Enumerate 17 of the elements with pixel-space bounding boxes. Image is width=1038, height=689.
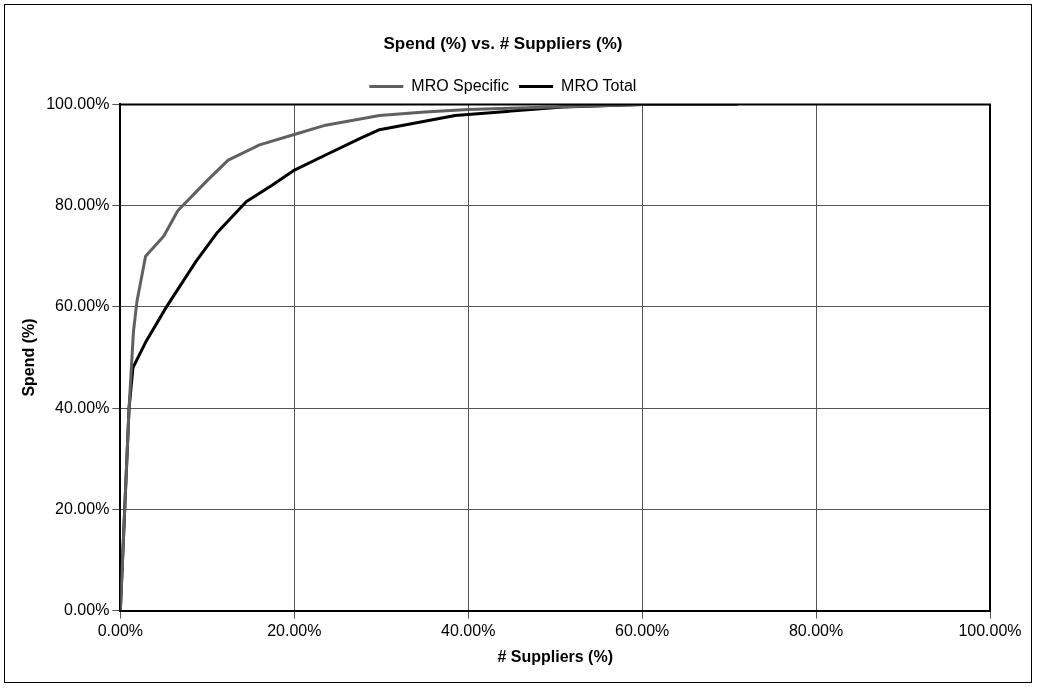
x-tick-label: 60.00% bbox=[615, 621, 670, 639]
y-tick-label: 60.00% bbox=[55, 297, 110, 315]
y-tick-label: 20.00% bbox=[55, 499, 110, 517]
x-axis-title: # Suppliers (%) bbox=[497, 647, 613, 665]
legend-label: MRO Total bbox=[561, 76, 637, 94]
y-tick-label: 40.00% bbox=[55, 398, 110, 416]
y-tick-label: 100.00% bbox=[46, 94, 110, 112]
y-tick-label: 80.00% bbox=[55, 196, 110, 214]
y-axis-title: Spend (%) bbox=[20, 318, 38, 397]
chart-title: Spend (%) vs. # Suppliers (%) bbox=[383, 33, 623, 53]
x-tick-label: 0.00% bbox=[97, 621, 144, 639]
y-tick-label: 0.00% bbox=[63, 601, 110, 619]
x-tick-label: 100.00% bbox=[958, 621, 1022, 639]
legend-label: MRO Specific bbox=[411, 76, 510, 94]
x-tick-label: 80.00% bbox=[788, 621, 844, 639]
x-tick-label: 40.00% bbox=[441, 621, 496, 639]
x-tick-label: 20.00% bbox=[267, 621, 322, 639]
